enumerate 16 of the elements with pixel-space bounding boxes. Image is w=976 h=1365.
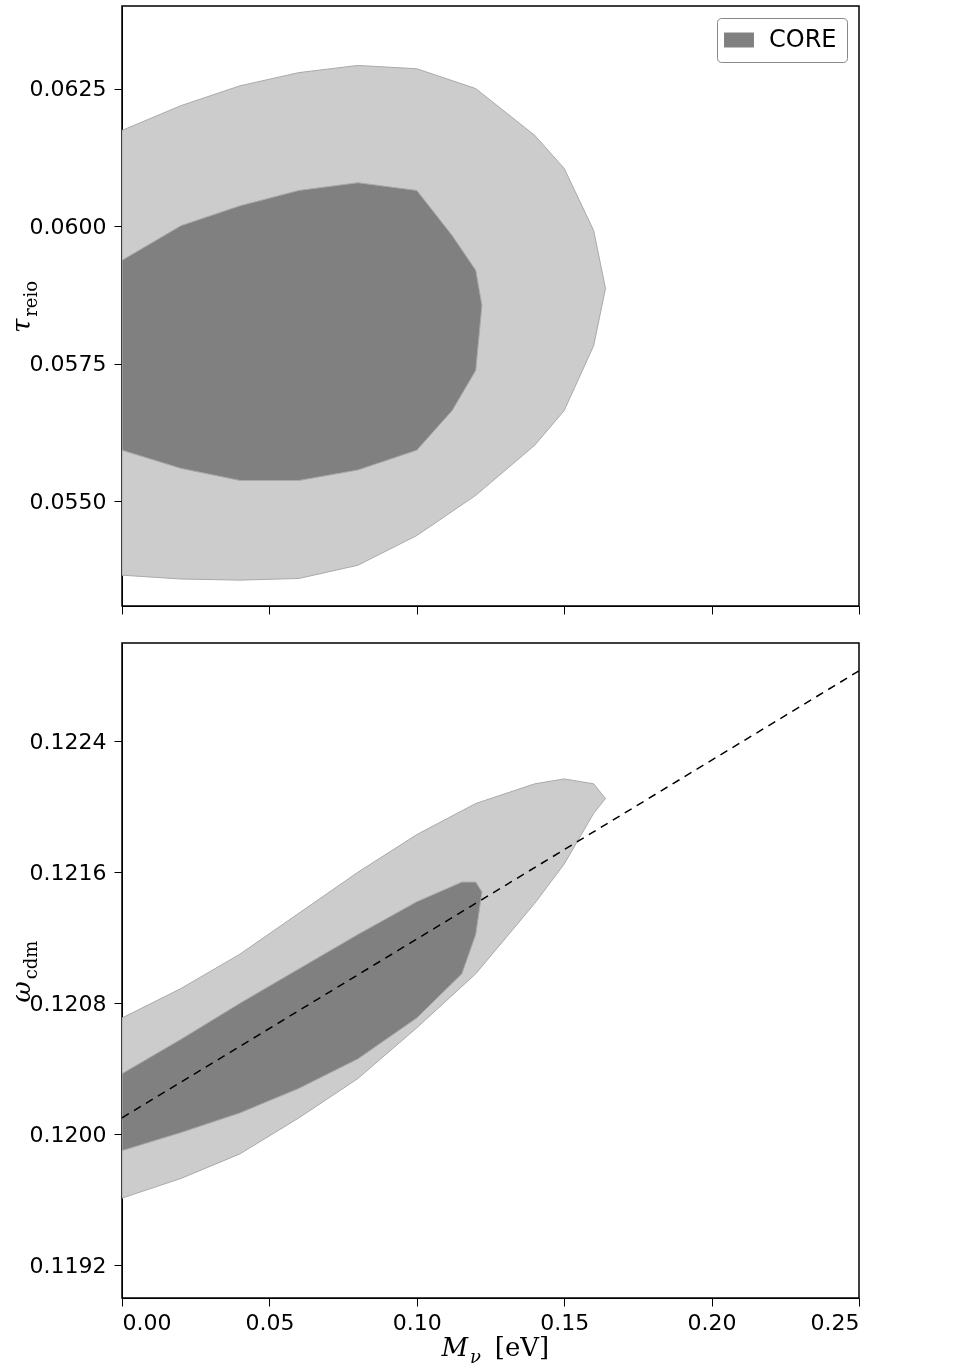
y-axis-title: τreio (6, 280, 41, 334)
y-tick-label: 0.1216 (29, 859, 107, 885)
x-tick-label: 0.25 (810, 1309, 860, 1335)
y-tick-label: 0.0575 (29, 351, 107, 377)
x-tick-label: 0.00 (122, 1309, 172, 1335)
x-tick-label: 0.05 (245, 1309, 295, 1335)
x-tick-label: 0.15 (540, 1309, 590, 1335)
y-tick-label: 0.1224 (29, 728, 107, 754)
x-tick-label: 0.20 (687, 1309, 737, 1335)
y-tick-label: 0.0625 (29, 76, 107, 102)
y-tick-label: 0.0550 (29, 488, 107, 514)
y-tick-label: 0.1200 (29, 1121, 107, 1147)
y-tick-label: 0.0600 (29, 213, 107, 239)
x-tick-label: 0.10 (392, 1309, 442, 1335)
y-tick-label: 0.1192 (29, 1252, 107, 1278)
legend-label: CORE (769, 25, 837, 53)
